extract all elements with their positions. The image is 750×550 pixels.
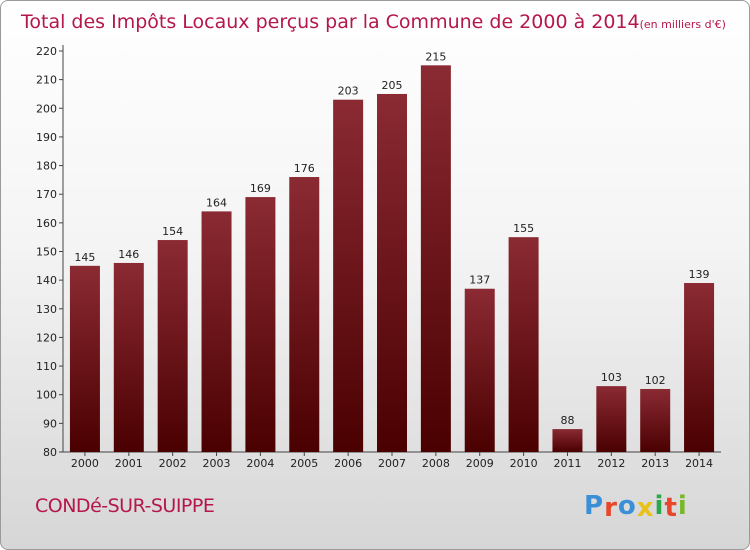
bar-value-label: 169 xyxy=(250,182,271,195)
bar-value-label: 139 xyxy=(689,268,710,281)
bar xyxy=(157,240,188,452)
bar-value-label: 145 xyxy=(74,251,95,264)
x-tick-label: 2001 xyxy=(115,457,143,470)
bar xyxy=(245,197,276,452)
y-tick-label: 130 xyxy=(36,303,57,316)
y-tick-label: 180 xyxy=(36,160,57,173)
proxiti-logo: Proxiti xyxy=(584,491,688,523)
bar-value-label: 88 xyxy=(560,414,574,427)
y-tick-label: 210 xyxy=(36,74,57,87)
chart-subtitle: (en milliers d'€) xyxy=(640,18,726,31)
bar xyxy=(377,93,407,452)
y-tick-label: 140 xyxy=(36,274,57,287)
bar xyxy=(464,288,495,452)
bar xyxy=(508,237,539,452)
y-tick-label: 190 xyxy=(36,131,57,144)
x-tick-label: 2011 xyxy=(553,457,581,470)
bar-value-label: 155 xyxy=(513,222,534,235)
bar xyxy=(684,283,715,452)
logo-letter: P xyxy=(584,491,605,521)
bar-value-label: 203 xyxy=(338,85,359,98)
y-tick-label: 90 xyxy=(43,417,57,430)
y-tick-label: 170 xyxy=(36,188,57,201)
commune-name: CONDé-SUR-SUIPPE xyxy=(35,495,215,517)
bar xyxy=(640,388,671,452)
x-axis: 2000 2001 2002 2003 2004 2005 2006 2007 2008 2009… xyxy=(63,451,721,470)
bar xyxy=(552,429,583,452)
x-tick-label: 2010 xyxy=(510,457,538,470)
bar xyxy=(333,99,364,452)
bar-value-label: 176 xyxy=(294,162,315,175)
x-tick-label: 2004 xyxy=(246,457,274,470)
bar-value-label: 102 xyxy=(645,374,666,387)
bar xyxy=(69,265,100,452)
y-tick-label: 100 xyxy=(36,389,57,402)
bars xyxy=(69,65,715,453)
bar xyxy=(113,262,144,452)
x-tick-label: 2007 xyxy=(378,457,406,470)
bar xyxy=(596,386,627,452)
chart-title: Total des Impôts Locaux perçus par la Co… xyxy=(20,11,726,33)
bar-value-label: 103 xyxy=(601,371,622,384)
logo-letter: i xyxy=(654,491,665,521)
x-tick-label: 2008 xyxy=(422,457,450,470)
y-tick-label: 120 xyxy=(36,331,57,344)
y-tick-label: 110 xyxy=(36,360,57,373)
bar-value-label: 205 xyxy=(382,79,403,92)
x-tick-label: 2014 xyxy=(685,457,713,470)
bar-value-label: 146 xyxy=(118,248,139,261)
y-tick-label: 200 xyxy=(36,102,57,115)
bar-value-label: 154 xyxy=(162,225,183,238)
bar-value-label: 164 xyxy=(206,196,227,209)
x-tick-label: 2005 xyxy=(290,457,318,470)
y-tick-label: 80 xyxy=(43,446,57,459)
logo-letter: r xyxy=(604,493,618,523)
y-axis: 80 90 100 110 120 130 140 150 160 170 180 190 200 210… xyxy=(36,45,64,459)
x-tick-label: 2002 xyxy=(159,457,187,470)
logo-letter: x xyxy=(636,493,655,523)
x-tick-label: 2009 xyxy=(466,457,494,470)
value-labels: 145 146 154 164 169 176 203 205 215 137 155 88 103 10… xyxy=(74,50,709,427)
logo-letter: i xyxy=(677,491,688,521)
bar xyxy=(420,65,451,453)
chart-title-main: Total des Impôts Locaux perçus par la Co… xyxy=(20,11,640,33)
x-tick-label: 2003 xyxy=(203,457,231,470)
bar-value-label: 215 xyxy=(425,50,446,63)
y-tick-label: 150 xyxy=(36,246,57,259)
x-tick-label: 2013 xyxy=(641,457,669,470)
logo-letter: t xyxy=(664,493,678,523)
x-tick-label: 2012 xyxy=(597,457,625,470)
x-tick-label: 2006 xyxy=(334,457,362,470)
bar xyxy=(289,177,320,452)
bar-value-label: 137 xyxy=(469,274,490,287)
logo-letter: o xyxy=(617,491,637,521)
y-tick-label: 220 xyxy=(36,45,57,58)
bar xyxy=(201,211,232,452)
x-tick-label: 2000 xyxy=(71,457,99,470)
y-tick-label: 160 xyxy=(36,217,57,230)
